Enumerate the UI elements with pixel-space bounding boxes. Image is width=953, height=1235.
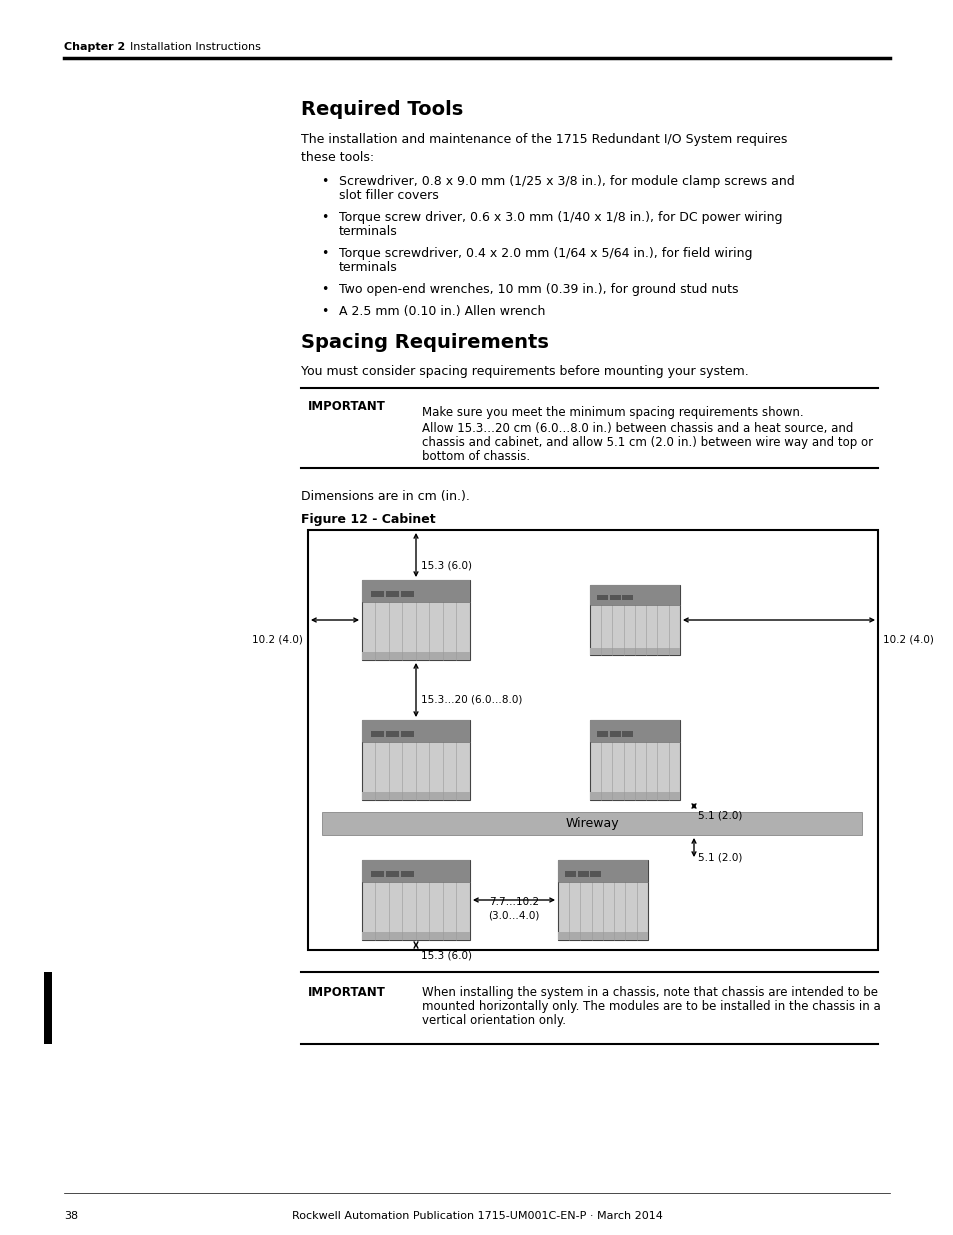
Text: When installing the system in a chassis, note that chassis are intended to be: When installing the system in a chassis,…	[421, 986, 877, 999]
Text: 5.1 (2.0): 5.1 (2.0)	[698, 852, 741, 862]
Bar	[308, 530, 877, 950]
Bar	[385, 731, 398, 737]
Text: •: •	[320, 175, 328, 188]
Text: IMPORTANT: IMPORTANT	[308, 986, 385, 999]
Text: IMPORTANT: IMPORTANT	[308, 400, 385, 412]
Bar	[621, 595, 633, 600]
Text: Figure 12 - Cabinet: Figure 12 - Cabinet	[301, 513, 436, 526]
Text: 10.2 (4.0): 10.2 (4.0)	[252, 634, 303, 643]
Bar	[589, 720, 679, 800]
Text: Required Tools: Required Tools	[301, 100, 463, 119]
Text: Rockwell Automation Publication 1715-UM001C-EN-P · March 2014: Rockwell Automation Publication 1715-UM0…	[292, 1212, 661, 1221]
Text: these tools:: these tools:	[301, 151, 374, 164]
Text: Dimensions are in cm (in.).: Dimensions are in cm (in.).	[301, 490, 470, 503]
Bar	[400, 871, 414, 877]
Bar	[371, 592, 383, 597]
Text: Spacing Requirements: Spacing Requirements	[301, 333, 548, 352]
Text: Two open-end wrenches, 10 mm (0.39 in.), for ground stud nuts: Two open-end wrenches, 10 mm (0.39 in.),…	[338, 283, 738, 296]
Bar	[361, 860, 470, 940]
Bar	[597, 595, 607, 600]
Text: •: •	[320, 283, 328, 296]
Text: 15.3…20 (6.0…8.0): 15.3…20 (6.0…8.0)	[420, 695, 522, 705]
Bar	[609, 731, 620, 737]
Text: bottom of chassis.: bottom of chassis.	[421, 450, 530, 463]
Bar	[597, 731, 607, 737]
Text: vertical orientation only.: vertical orientation only.	[421, 1014, 565, 1028]
Bar	[558, 860, 647, 882]
Text: Allow 15.3…20 cm (6.0…8.0 in.) between chassis and a heat source, and: Allow 15.3…20 cm (6.0…8.0 in.) between c…	[421, 422, 853, 435]
Text: Make sure you meet the minimum spacing requirements shown.: Make sure you meet the minimum spacing r…	[421, 406, 802, 419]
Text: chassis and cabinet, and allow 5.1 cm (2.0 in.) between wire way and top or: chassis and cabinet, and allow 5.1 cm (2…	[421, 436, 872, 450]
Text: 38: 38	[64, 1212, 78, 1221]
Text: (3.0…4.0): (3.0…4.0)	[488, 911, 539, 921]
Text: •: •	[320, 211, 328, 224]
Text: •: •	[320, 305, 328, 317]
Bar	[589, 648, 679, 655]
Text: Torque screwdriver, 0.4 x 2.0 mm (1/64 x 5/64 in.), for field wiring: Torque screwdriver, 0.4 x 2.0 mm (1/64 x…	[338, 247, 752, 261]
Bar	[361, 580, 470, 603]
Text: Chapter 2: Chapter 2	[64, 42, 125, 52]
Text: mounted horizontally only. The modules are to be installed in the chassis in a: mounted horizontally only. The modules a…	[421, 1000, 880, 1013]
Bar	[361, 720, 470, 742]
Bar	[361, 652, 470, 659]
Bar	[578, 871, 588, 877]
Bar	[589, 585, 679, 655]
Bar	[609, 595, 620, 600]
Text: 7.7…10.2: 7.7…10.2	[489, 897, 538, 906]
Bar	[589, 585, 679, 605]
Bar	[361, 860, 470, 882]
Text: terminals: terminals	[338, 225, 397, 238]
Bar	[361, 932, 470, 940]
Bar	[564, 871, 576, 877]
Text: A 2.5 mm (0.10 in.) Allen wrench: A 2.5 mm (0.10 in.) Allen wrench	[338, 305, 545, 317]
Text: Wireway: Wireway	[564, 818, 618, 830]
Text: slot filler covers: slot filler covers	[338, 189, 438, 203]
Bar	[621, 731, 633, 737]
Bar	[361, 792, 470, 800]
Bar	[371, 731, 383, 737]
Bar	[589, 720, 679, 742]
Text: terminals: terminals	[338, 261, 397, 274]
Bar	[385, 871, 398, 877]
Text: Screwdriver, 0.8 x 9.0 mm (1/25 x 3/8 in.), for module clamp screws and: Screwdriver, 0.8 x 9.0 mm (1/25 x 3/8 in…	[338, 175, 794, 188]
Text: •: •	[320, 247, 328, 261]
Bar	[590, 871, 600, 877]
Bar	[361, 720, 470, 800]
Bar	[400, 731, 414, 737]
Bar	[385, 592, 398, 597]
Text: 5.1 (2.0): 5.1 (2.0)	[698, 811, 741, 821]
Bar	[361, 580, 470, 659]
Text: Installation Instructions: Installation Instructions	[130, 42, 260, 52]
Text: Torque screw driver, 0.6 x 3.0 mm (1/40 x 1/8 in.), for DC power wiring: Torque screw driver, 0.6 x 3.0 mm (1/40 …	[338, 211, 781, 224]
Text: You must consider spacing requirements before mounting your system.: You must consider spacing requirements b…	[301, 366, 748, 378]
Bar	[558, 860, 647, 940]
Bar	[44, 972, 52, 1044]
Bar	[400, 592, 414, 597]
Text: 15.3 (6.0): 15.3 (6.0)	[420, 950, 472, 960]
Text: The installation and maintenance of the 1715 Redundant I/O System requires: The installation and maintenance of the …	[301, 133, 786, 146]
Text: 10.2 (4.0): 10.2 (4.0)	[882, 634, 933, 643]
Bar	[371, 871, 383, 877]
Bar	[322, 811, 862, 835]
Bar	[589, 792, 679, 800]
Text: 15.3 (6.0): 15.3 (6.0)	[420, 559, 472, 571]
Bar	[558, 932, 647, 940]
